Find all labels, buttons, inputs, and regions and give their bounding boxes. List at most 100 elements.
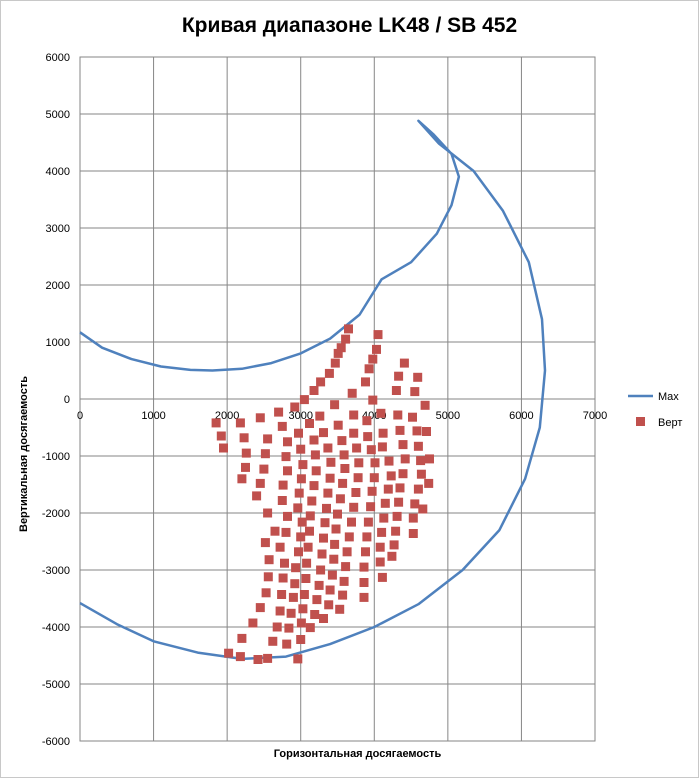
series-marker-vert bbox=[293, 654, 303, 664]
series-marker-vert bbox=[416, 456, 426, 466]
series-marker-vert bbox=[296, 444, 306, 454]
chart-title: Кривая диапазоне LK48 / SB 452 bbox=[181, 14, 518, 37]
series-marker-vert bbox=[310, 450, 320, 460]
series-marker-vert bbox=[366, 445, 376, 455]
series-marker-vert bbox=[314, 580, 324, 590]
series-marker-vert bbox=[391, 386, 401, 395]
series-marker-vert bbox=[412, 426, 422, 436]
series-marker-vert bbox=[361, 547, 370, 557]
series-marker-vert bbox=[324, 600, 334, 610]
x-tick-label: 0 bbox=[77, 410, 83, 422]
series-marker-vert bbox=[367, 486, 377, 496]
series-marker-vert bbox=[260, 449, 270, 459]
series-marker-vert bbox=[305, 511, 315, 521]
y-tick-labels: -6000 -5000 -4000 -3000 -2000 -1000 0 1000 2000 3… bbox=[42, 52, 70, 748]
series-marker-vert bbox=[383, 484, 393, 494]
series-marker-vert bbox=[422, 427, 431, 436]
series-marker-vert bbox=[326, 457, 336, 467]
series-marker-vert bbox=[319, 614, 328, 623]
series-marker-vert bbox=[224, 648, 234, 658]
series-marker-vert bbox=[339, 450, 349, 460]
series-marker-vert bbox=[386, 471, 396, 481]
series-marker-vert bbox=[219, 443, 228, 453]
series-marker-vert bbox=[309, 386, 319, 395]
series-marker-vert bbox=[359, 592, 369, 602]
series-marker-vert bbox=[392, 511, 402, 521]
series-marker-vert bbox=[216, 431, 226, 441]
x-tick-label: 5000 bbox=[436, 410, 460, 422]
series-marker-vert bbox=[377, 527, 387, 537]
series-marker-vert bbox=[400, 454, 410, 464]
y-tick-label: -4000 bbox=[42, 622, 70, 634]
series-marker-vert bbox=[280, 558, 289, 568]
series-marker-vert bbox=[368, 354, 378, 364]
series-marker-vert bbox=[336, 343, 346, 353]
series-marker-vert bbox=[363, 517, 373, 527]
series-marker-vert bbox=[294, 428, 303, 438]
series-marker-vert bbox=[310, 610, 320, 619]
series-marker-vert bbox=[235, 418, 245, 428]
series-marker-vert bbox=[387, 551, 397, 561]
series-marker-vert bbox=[376, 408, 386, 418]
series-marker-vert bbox=[398, 440, 408, 450]
series-marker-vert bbox=[408, 412, 417, 422]
series-marker-vert bbox=[283, 511, 292, 521]
series-marker-vert bbox=[307, 496, 317, 506]
series-marker-vert bbox=[330, 539, 340, 549]
series-marker-vert bbox=[413, 484, 423, 494]
series-marker-vert bbox=[413, 372, 423, 382]
series-marker-vert bbox=[418, 504, 428, 514]
series-marker-vert bbox=[344, 532, 354, 542]
series-marker-vert bbox=[335, 494, 345, 504]
series-marker-vert bbox=[248, 618, 258, 628]
series-marker-vert bbox=[359, 562, 369, 572]
y-tick-label: 0 bbox=[64, 394, 70, 406]
series-marker-vert bbox=[298, 460, 308, 470]
series-marker-vert bbox=[408, 513, 418, 523]
series-marker-vert bbox=[379, 513, 389, 523]
series-marker-vert bbox=[298, 604, 308, 614]
series-marker-vert bbox=[282, 639, 292, 649]
series-marker-vert bbox=[375, 557, 385, 567]
series-marker-vert bbox=[290, 402, 300, 412]
series-marker-vert bbox=[377, 442, 387, 452]
series-marker-vert bbox=[375, 542, 385, 552]
series-marker-vert bbox=[263, 653, 273, 663]
series-marker-vert bbox=[319, 533, 328, 543]
series-marker-vert bbox=[337, 436, 347, 446]
series-marker-vert bbox=[277, 496, 287, 505]
series-marker-vert bbox=[301, 574, 311, 583]
series-marker-vert bbox=[296, 618, 306, 628]
series-marker-vert bbox=[370, 458, 380, 468]
series-marker-vert bbox=[395, 483, 405, 493]
series-marker-vert bbox=[342, 547, 352, 557]
series-marker-vert bbox=[312, 595, 322, 605]
series-marker-vert bbox=[399, 358, 409, 368]
series-marker-vert bbox=[277, 590, 287, 599]
series-marker-vert bbox=[368, 395, 378, 405]
series-marker-vert bbox=[410, 387, 420, 397]
series-marker-vert bbox=[394, 371, 404, 381]
series-marker-vert bbox=[325, 585, 335, 595]
series-marker-vert bbox=[237, 474, 247, 484]
series-marker-vert bbox=[309, 435, 319, 445]
x-tick-label: 6000 bbox=[509, 410, 533, 422]
y-tick-label: 1000 bbox=[46, 337, 70, 349]
series-marker-vert bbox=[275, 542, 285, 552]
series-marker-vert bbox=[288, 592, 298, 602]
series-marker-vert bbox=[305, 623, 315, 633]
series-marker-vert bbox=[373, 330, 383, 340]
series-marker-vert bbox=[425, 454, 434, 464]
series-marker-vert bbox=[261, 588, 271, 598]
series-marker-vert bbox=[319, 428, 328, 438]
series-marker-vert bbox=[283, 437, 292, 447]
series-marker-vert bbox=[364, 364, 374, 374]
series-marker-vert bbox=[347, 517, 356, 527]
series-marker-vert bbox=[255, 478, 265, 488]
series-marker-vert bbox=[362, 532, 372, 542]
series-marker-vert bbox=[341, 334, 351, 344]
legend-label-max: Max bbox=[658, 391, 679, 403]
series-marker-vert bbox=[408, 529, 418, 538]
series-marker-vert bbox=[278, 480, 288, 490]
